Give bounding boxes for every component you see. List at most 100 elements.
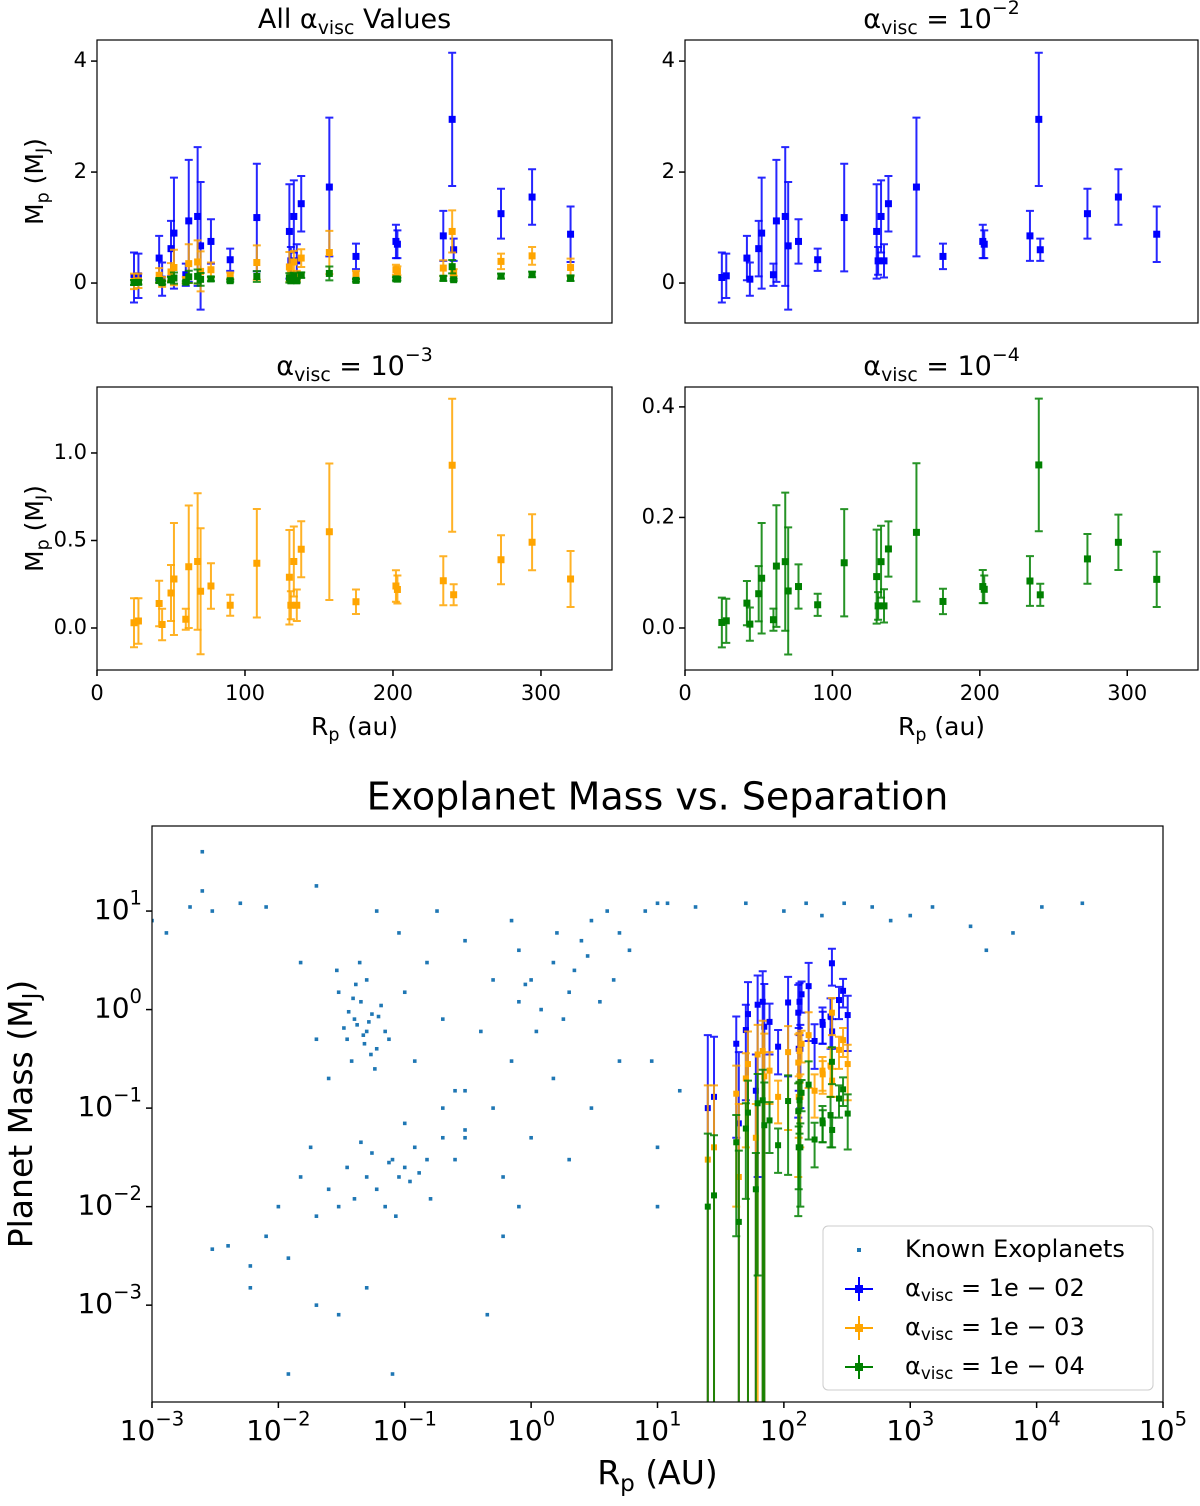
- error-bar: [734, 1149, 743, 1402]
- marker: [874, 257, 882, 265]
- x-tick-label: 100: [225, 681, 265, 705]
- text-segment: visc: [294, 364, 331, 386]
- y-tick-label: 101: [94, 886, 142, 926]
- error-bar: [827, 997, 836, 1037]
- marker: [197, 275, 205, 283]
- point: [744, 901, 748, 906]
- point: [362, 1041, 367, 1046]
- text-segment: 10: [1139, 1414, 1175, 1447]
- text-segment: 10: [120, 1414, 156, 1447]
- marker: [285, 227, 293, 235]
- marker: [772, 217, 780, 225]
- y-tick-label: 4: [662, 48, 675, 72]
- text-segment: visc: [921, 1363, 954, 1383]
- marker: [297, 271, 305, 279]
- plot-area: [152, 849, 1085, 1402]
- text-segment: 10: [94, 992, 130, 1025]
- marker: [439, 264, 447, 272]
- point: [617, 1059, 622, 1063]
- x-axis-label: Rp (AU): [597, 1453, 718, 1497]
- marker: [253, 259, 261, 267]
- marker: [840, 214, 848, 222]
- marker: [182, 615, 190, 623]
- point: [336, 1312, 341, 1317]
- error-bar: [826, 1046, 835, 1098]
- text-segment: R: [898, 712, 915, 741]
- text-segment: J: [34, 495, 54, 501]
- marker: [185, 217, 193, 225]
- text-segment: α: [276, 351, 294, 382]
- text-segment: = 1e − 04: [953, 1352, 1084, 1380]
- y-tick-label: 0.2: [642, 504, 675, 528]
- point: [314, 1303, 319, 1307]
- text-segment: −3: [405, 343, 433, 365]
- marker: [735, 1218, 742, 1225]
- marker: [170, 229, 178, 237]
- text-segment: 1: [669, 1407, 681, 1430]
- legend-label: αvisc = 1e − 04: [905, 1352, 1085, 1383]
- marker: [772, 562, 780, 570]
- point: [345, 1037, 349, 1042]
- point: [649, 1059, 654, 1063]
- marker: [290, 258, 298, 266]
- point: [479, 1029, 483, 1034]
- error-bar: [774, 1029, 783, 1076]
- point: [248, 1286, 253, 1290]
- text-segment: J: [34, 148, 54, 154]
- point: [539, 1007, 543, 1012]
- marker: [393, 275, 401, 283]
- y-tick-label: 10−3: [77, 1280, 142, 1320]
- text-segment: −3: [113, 1280, 142, 1303]
- point: [390, 1157, 395, 1162]
- marker: [497, 272, 505, 280]
- y-axis-label: Mp (MJ): [20, 138, 54, 225]
- text-segment: 0: [130, 984, 142, 1007]
- marker: [784, 587, 792, 595]
- y-axis-label: Mp (MJ): [20, 485, 54, 572]
- point: [152, 918, 154, 923]
- marker: [448, 227, 456, 235]
- point: [349, 1059, 354, 1063]
- marker: [293, 277, 301, 285]
- point: [364, 1029, 369, 1034]
- point: [930, 905, 935, 909]
- error-bar: [827, 947, 836, 987]
- point: [359, 1140, 363, 1145]
- marker: [567, 575, 575, 583]
- text-segment: 10: [246, 1414, 282, 1447]
- text-segment: ): [20, 485, 49, 495]
- marker: [761, 1023, 768, 1030]
- text-segment: ): [1, 980, 40, 993]
- marker: [840, 1037, 847, 1044]
- point: [164, 931, 169, 935]
- marker: [448, 263, 456, 271]
- marker: [798, 991, 805, 998]
- x-axis-label: Rp (au): [898, 712, 985, 746]
- marker: [722, 272, 730, 280]
- point: [336, 1204, 341, 1209]
- point: [379, 1003, 383, 1008]
- point: [501, 1234, 505, 1239]
- point: [463, 938, 467, 943]
- marker: [797, 1144, 804, 1151]
- marker: [207, 237, 215, 245]
- point: [361, 1033, 366, 1037]
- plot-frame: [684, 386, 1199, 671]
- point: [369, 1052, 373, 1057]
- text-segment: p: [620, 1470, 635, 1496]
- marker: [743, 254, 751, 262]
- point: [286, 1256, 291, 1260]
- marker: [528, 252, 536, 260]
- marker: [814, 601, 822, 609]
- text-segment: 10: [77, 1189, 113, 1222]
- marker: [828, 1009, 835, 1016]
- point: [440, 1106, 445, 1110]
- text-segment: 5: [1175, 1407, 1187, 1430]
- marker: [805, 983, 812, 990]
- point: [579, 938, 584, 943]
- marker: [759, 998, 766, 1005]
- point: [351, 996, 355, 1001]
- marker: [1035, 461, 1043, 469]
- point: [248, 1264, 253, 1268]
- x-tick-label: 104: [1013, 1407, 1061, 1447]
